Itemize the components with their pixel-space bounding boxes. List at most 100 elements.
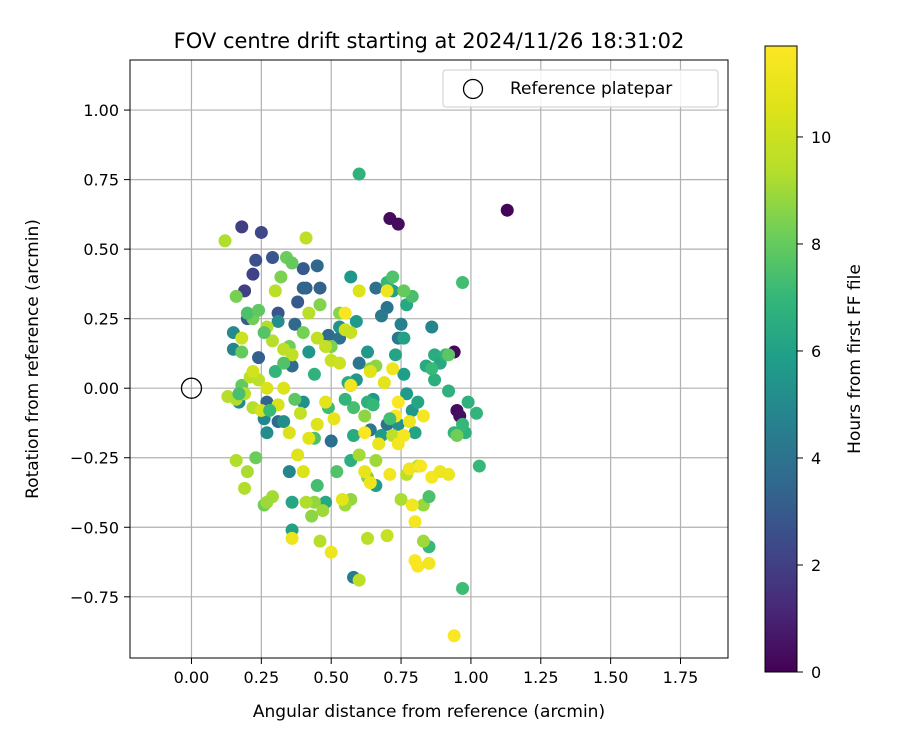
scatter-point <box>327 412 341 426</box>
scatter-point <box>249 253 263 267</box>
x-axis-label: Angular distance from reference (arcmin) <box>253 702 605 722</box>
scatter-point <box>313 281 327 295</box>
scatter-point <box>456 417 470 431</box>
scatter-point <box>408 515 422 529</box>
scatter-point <box>330 465 344 479</box>
scatter-point <box>366 398 380 412</box>
scatter-point <box>282 426 296 440</box>
scatter-point <box>307 367 321 381</box>
scatter-point <box>347 401 361 415</box>
scatter-point <box>374 309 388 323</box>
scatter-point <box>324 434 338 448</box>
scatter-point <box>344 270 358 284</box>
scatter-point <box>296 465 310 479</box>
scatter-point <box>260 426 274 440</box>
scatter-point <box>397 331 411 345</box>
scatter-point <box>249 451 263 465</box>
y-tick-label: −0.50 <box>70 518 119 537</box>
scatter-point <box>344 326 358 340</box>
chart-title: FOV centre drift starting at 2024/11/26 … <box>174 29 685 53</box>
scatter-point <box>372 437 386 451</box>
scatter-point <box>363 365 377 379</box>
scatter-point <box>391 395 405 409</box>
scatter-point <box>302 306 316 320</box>
scatter-point <box>472 459 486 473</box>
scatter-point <box>260 495 274 509</box>
scatter-point <box>293 406 307 420</box>
scatter-point <box>411 395 425 409</box>
scatter-point <box>352 356 366 370</box>
x-tick-label: 0.00 <box>174 668 210 687</box>
scatter-point <box>388 348 402 362</box>
scatter-point <box>277 415 291 429</box>
scatter-point <box>442 348 456 362</box>
scatter-point <box>442 467 456 481</box>
scatter-point <box>425 362 439 376</box>
scatter-point <box>302 431 316 445</box>
scatter-point <box>305 509 319 523</box>
scatter-point <box>235 345 249 359</box>
x-tick-label: 0.75 <box>383 668 419 687</box>
scatter-point <box>397 367 411 381</box>
scatter-point <box>285 256 299 270</box>
scatter-point <box>319 339 333 353</box>
scatter-point <box>235 331 249 345</box>
scatter-point <box>310 479 324 493</box>
scatter-point <box>266 334 280 348</box>
scatter-point <box>296 281 310 295</box>
scatter-point <box>358 465 372 479</box>
x-tick-label: 1.00 <box>453 668 489 687</box>
scatter-point <box>425 320 439 334</box>
scatter-point <box>349 314 363 328</box>
scatter-point <box>313 534 327 548</box>
scatter-point <box>361 531 375 545</box>
scatter-point <box>246 267 260 281</box>
scatter-point <box>428 373 442 387</box>
scatter-point <box>285 348 299 362</box>
scatter-point <box>402 415 416 429</box>
scatter-point <box>358 426 372 440</box>
scatter-point <box>347 428 361 442</box>
scatter-point <box>386 270 400 284</box>
scatter-point <box>296 326 310 340</box>
scatter-point <box>299 231 313 245</box>
y-tick-label: 0.50 <box>83 240 119 259</box>
scatter-point <box>416 534 430 548</box>
scatter-point <box>229 289 243 303</box>
scatter-point <box>380 284 394 298</box>
colorbar-tick-label: 10 <box>811 128 831 147</box>
scatter-point <box>358 409 372 423</box>
scatter-point <box>285 495 299 509</box>
scatter-point <box>422 556 436 570</box>
scatter-point <box>254 225 268 239</box>
scatter-point <box>442 384 456 398</box>
scatter-point <box>296 262 310 276</box>
scatter-point <box>268 284 282 298</box>
scatter-point <box>218 234 232 248</box>
scatter-point <box>377 376 391 390</box>
scatter-point <box>352 573 366 587</box>
scatter-point <box>291 448 305 462</box>
scatter-point <box>285 531 299 545</box>
scatter-point <box>369 281 383 295</box>
scatter-point <box>321 328 335 342</box>
scatter-point <box>391 217 405 231</box>
scatter-point <box>235 220 249 234</box>
scatter-point <box>257 326 271 340</box>
scatter-point <box>470 406 484 420</box>
scatter-point <box>333 356 347 370</box>
scatter-point <box>352 167 366 181</box>
scatter-point <box>352 448 366 462</box>
colorbar: 0 2 4 6 8 10 Hours from first FF file <box>764 45 865 682</box>
y-axis-ticks: −0.75 −0.50 −0.25 0.00 0.25 0.50 0.75 1.00 <box>70 101 130 607</box>
scatter-point <box>500 203 514 217</box>
x-axis-ticks: 0.00 0.25 0.50 0.75 1.00 1.25 1.50 1.75 <box>174 658 698 687</box>
y-tick-label: 0.25 <box>83 310 119 329</box>
y-axis-label: Rotation from reference (arcmin) <box>23 219 43 499</box>
scatter-point <box>268 365 282 379</box>
scatter-point <box>232 387 246 401</box>
x-tick-label: 0.50 <box>313 668 349 687</box>
scatter-point <box>394 317 408 331</box>
colorbar-tick-label: 6 <box>811 342 821 361</box>
